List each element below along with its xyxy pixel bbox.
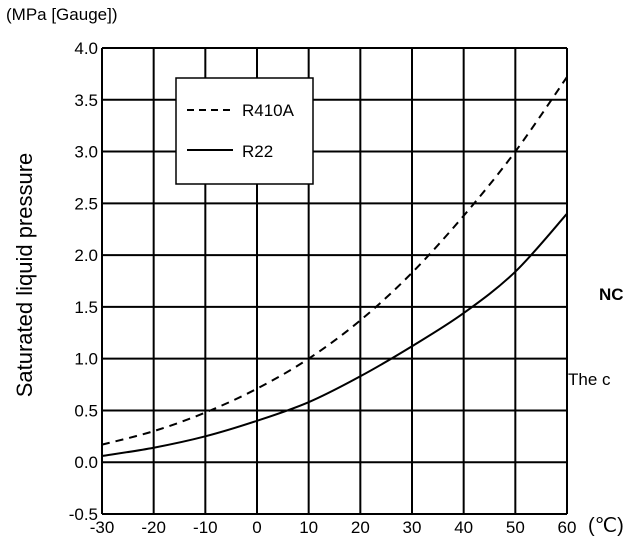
y-tick-label: 3.5	[74, 91, 98, 110]
y-unit-label: (MPa [Gauge])	[6, 5, 118, 24]
y-tick-label: 1.5	[74, 298, 98, 317]
x-tick-label: -10	[193, 518, 218, 537]
x-tick-label: 60	[558, 518, 577, 537]
x-tick-label: 40	[454, 518, 473, 537]
y-tick-label: 4.0	[74, 39, 98, 58]
cropped-note-text: The c	[568, 370, 611, 389]
y-tick-label: 2.0	[74, 246, 98, 265]
x-tick-label: 30	[403, 518, 422, 537]
cropped-note-heading: NC	[599, 285, 624, 304]
series-lines	[101, 76, 568, 457]
legend: R410A R22	[175, 77, 314, 185]
x-tick-label: 10	[299, 518, 318, 537]
series-line-r410a	[101, 76, 568, 446]
y-tick-label: 0.5	[74, 401, 98, 420]
y-tick-label: 2.5	[74, 194, 98, 213]
x-tick-label: 20	[351, 518, 370, 537]
legend-label-r22: R22	[242, 142, 273, 161]
y-tick-label: 1.0	[74, 350, 98, 369]
x-tick-label: -30	[90, 518, 115, 537]
x-tick-label: -20	[141, 518, 166, 537]
x-tick-label: 50	[506, 518, 525, 537]
series-line-r22	[101, 213, 568, 457]
x-tick-label: 0	[252, 518, 261, 537]
y-tick-label: -0.5	[69, 505, 98, 524]
y-axis-label: Saturated liquid pressure	[12, 153, 37, 398]
y-tick-label: 3.0	[74, 143, 98, 162]
legend-label-r410a: R410A	[242, 101, 295, 120]
y-tick-labels: 4.0 3.5 3.0 2.5 2.0 1.5 1.0 0.5 0.0 -0.5	[69, 39, 98, 524]
y-tick-label: 0.0	[74, 453, 98, 472]
legend-box	[175, 77, 314, 185]
x-unit-label: (℃)	[588, 515, 624, 537]
x-tick-labels: -30 -20 -10 0 10 20 30 40 50 60	[90, 518, 577, 537]
